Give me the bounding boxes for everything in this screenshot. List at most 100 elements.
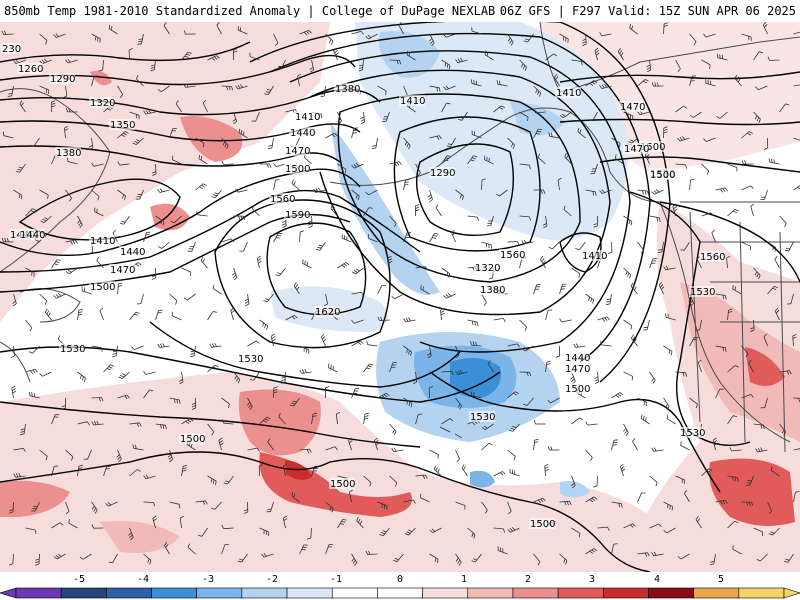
wind-barb xyxy=(77,421,88,425)
wind-barb-feather xyxy=(427,353,431,356)
wind-barb xyxy=(559,553,568,561)
wind-barb-feather xyxy=(396,161,400,166)
wind-barb-feather xyxy=(760,424,763,429)
wind-barb-feather xyxy=(393,431,397,436)
contour-label: 1320 xyxy=(90,98,115,109)
wind-barb-feather xyxy=(677,137,681,142)
colorbar-bin xyxy=(602,587,649,599)
wind-barb-feather xyxy=(436,135,440,140)
wind-barb-feather xyxy=(741,160,744,165)
wind-barb-feather xyxy=(355,194,358,199)
wind-barb-feather xyxy=(108,366,113,369)
wind-barb-feather xyxy=(211,431,215,436)
wind-barb-feather xyxy=(591,497,596,502)
wind-barb-feather xyxy=(697,359,702,363)
wind-barb xyxy=(65,501,70,512)
wind-barb-feather xyxy=(165,544,169,548)
wind-barb-feather xyxy=(367,365,372,368)
wind-barb-feather xyxy=(763,425,765,430)
wind-barb xyxy=(552,241,560,250)
wind-barb-feather xyxy=(404,533,409,536)
wind-barb-feather xyxy=(99,307,104,311)
wind-barb-feather xyxy=(351,271,356,275)
wind-barb-feather xyxy=(658,249,663,251)
wind-barb xyxy=(774,310,780,321)
wind-barb xyxy=(741,241,751,247)
wind-barb-feather xyxy=(184,55,189,58)
wind-barb-feather xyxy=(237,560,242,563)
wind-barb xyxy=(375,137,378,148)
wind-barb-feather xyxy=(640,249,644,254)
contour-label: 1380 xyxy=(335,84,360,95)
contour-label-bg xyxy=(109,264,135,275)
wind-barb-feather xyxy=(773,159,775,164)
wind-barb xyxy=(12,553,14,565)
contour-label-bg xyxy=(284,145,310,156)
wind-barb-feather xyxy=(190,350,195,353)
wind-barb xyxy=(172,315,182,321)
wind-barb-feather xyxy=(797,186,800,190)
wind-barb xyxy=(145,371,156,375)
contour-label-bg xyxy=(284,163,310,174)
wind-barb-feather xyxy=(412,379,417,382)
wind-barb-feather xyxy=(688,298,692,302)
wind-barb-feather xyxy=(320,93,325,95)
contour-label: 1560 xyxy=(270,194,295,205)
wind-barb xyxy=(523,241,534,245)
wind-barb xyxy=(169,128,174,139)
wind-barb-feather xyxy=(488,277,493,280)
wind-barb-feather xyxy=(706,470,711,473)
wind-barb xyxy=(623,371,633,377)
wind-barb-feather xyxy=(227,403,230,409)
wind-barb-feather xyxy=(212,194,218,197)
wind-barb xyxy=(67,161,78,165)
wind-barb-feather xyxy=(148,109,151,114)
wind-barb-feather xyxy=(412,499,416,504)
contour-label: 1500 xyxy=(565,384,590,395)
wind-barb-feather xyxy=(533,420,536,425)
wind-barb xyxy=(727,163,738,168)
wind-barb-feather xyxy=(543,189,546,194)
wind-barb-feather xyxy=(625,432,629,437)
contour-label-bg xyxy=(89,97,115,108)
wind-barb-feather xyxy=(429,199,433,203)
wind-barb-feather xyxy=(360,31,364,35)
wind-barb xyxy=(155,310,159,321)
wind-barb-feather xyxy=(655,482,658,487)
colorbar-bin xyxy=(693,587,740,599)
wind-barb-feather xyxy=(310,69,314,73)
wind-barb xyxy=(499,189,508,197)
wind-barb-feather xyxy=(451,229,455,234)
wind-barb xyxy=(214,501,222,510)
wind-barb xyxy=(741,131,750,139)
wind-barb-feather xyxy=(472,321,474,326)
wind-barb-feather xyxy=(273,388,278,391)
wind-barb xyxy=(493,471,503,477)
wind-barb-feather xyxy=(343,263,348,267)
wind-barb-feather xyxy=(230,307,235,311)
wind-barb xyxy=(415,414,419,425)
wind-barb xyxy=(429,33,435,43)
wind-barb-feather xyxy=(651,82,654,87)
wind-barb xyxy=(252,208,260,217)
wind-barb-feather xyxy=(230,238,234,243)
wind-barb-feather xyxy=(149,560,152,565)
wind-barb-feather xyxy=(65,511,70,515)
wind-barb-feather xyxy=(726,255,731,259)
wind-barb-feather xyxy=(618,503,621,508)
wind-barb-feather xyxy=(202,258,205,263)
wind-barb-feather xyxy=(725,295,727,300)
wind-barb-feather xyxy=(357,341,362,346)
wind-barb-feather xyxy=(631,25,634,30)
wind-barb-feather xyxy=(588,296,590,301)
wind-barb-feather xyxy=(334,50,338,54)
wind-barb-feather xyxy=(174,398,176,403)
wind-barb-feather xyxy=(680,249,685,251)
wind-barb xyxy=(13,447,24,451)
wind-barb-feather xyxy=(386,392,390,397)
wind-barb-feather xyxy=(292,400,297,403)
wind-barb-feather xyxy=(291,179,294,184)
wind-barb-feather xyxy=(512,425,517,429)
wind-barb-feather xyxy=(165,425,167,430)
wind-barb-feather xyxy=(282,515,287,519)
